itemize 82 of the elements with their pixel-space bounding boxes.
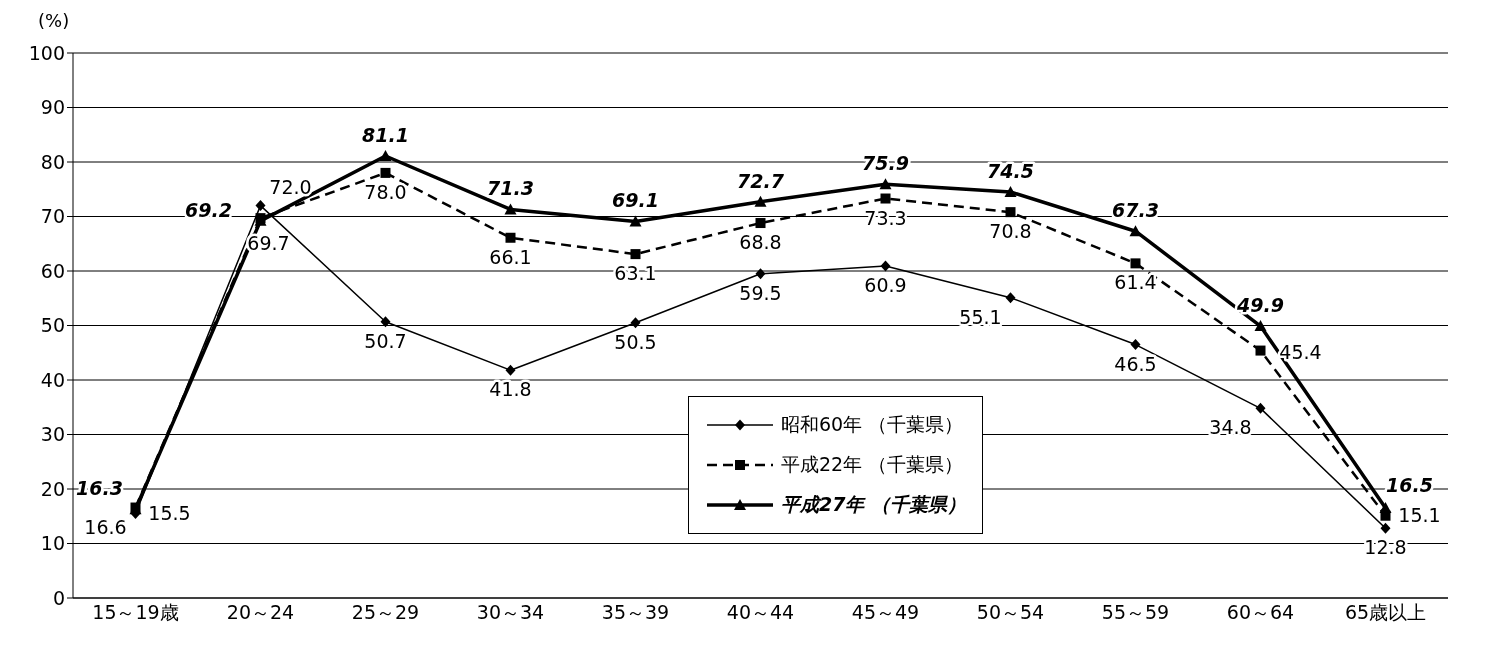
y-tick-label: 40 <box>40 368 65 391</box>
x-tick-label: 40～44 <box>726 601 795 624</box>
x-tick-label: 65歳以上 <box>1344 601 1427 624</box>
point <box>880 260 891 272</box>
point <box>755 268 766 280</box>
y-tick-label: 20 <box>40 477 65 500</box>
data-label: 71.3 <box>487 177 534 200</box>
x-tick-label: 15～19歳 <box>92 601 179 624</box>
data-label: 46.5 <box>1114 352 1157 375</box>
x-tick-label: 20～24 <box>226 601 295 624</box>
point <box>629 215 642 227</box>
data-label: 45.4 <box>1279 340 1322 363</box>
y-tick-label: 0 <box>52 586 65 609</box>
point <box>1254 320 1267 332</box>
x-tick-label: 55～59 <box>1101 601 1170 624</box>
y-tick-label: 70 <box>40 205 65 228</box>
data-label: 49.9 <box>1236 294 1284 317</box>
data-label: 69.1 <box>612 189 659 212</box>
x-tick-label: 30～34 <box>476 601 545 624</box>
point <box>255 200 266 212</box>
x-tick-label: 60～64 <box>1226 601 1295 624</box>
point <box>754 195 767 207</box>
data-label: 74.5 <box>987 159 1034 182</box>
data-label: 70.8 <box>989 220 1032 243</box>
legend-label: 平成27年 （千葉県） <box>781 492 967 517</box>
data-label: 63.1 <box>614 262 657 285</box>
point <box>1130 258 1141 269</box>
data-label: 16.6 <box>84 515 127 538</box>
point <box>379 150 392 162</box>
point <box>1255 402 1266 414</box>
data-label: 61.4 <box>1114 271 1157 294</box>
x-tick-label: 25～29 <box>351 601 420 624</box>
data-label: 69.2 <box>185 198 232 221</box>
data-label: 60.9 <box>864 274 907 297</box>
data-label: 41.8 <box>489 378 532 401</box>
point <box>879 178 892 190</box>
point <box>380 316 391 328</box>
y-tick-label: 10 <box>40 532 65 555</box>
y-tick-label: 80 <box>40 150 65 173</box>
data-label: 16.3 <box>76 477 123 500</box>
y-axis-title: (%) <box>38 10 70 31</box>
data-label: 34.8 <box>1209 416 1252 439</box>
point <box>380 167 391 178</box>
point <box>504 203 517 215</box>
point <box>1004 185 1017 197</box>
data-label: 68.8 <box>739 231 782 254</box>
data-label: 66.1 <box>489 245 532 268</box>
point <box>1255 345 1266 356</box>
data-label: 59.5 <box>739 281 782 304</box>
point <box>880 193 891 204</box>
data-label: 72.7 <box>737 169 785 192</box>
data-label: 50.5 <box>614 330 657 353</box>
legend-label: 平成22年 （千葉県） <box>781 452 964 477</box>
point <box>1130 339 1141 351</box>
y-tick-label: 30 <box>40 423 65 446</box>
data-label: 16.5 <box>1386 474 1433 497</box>
point <box>630 249 641 260</box>
point <box>505 364 516 376</box>
data-label: 67.3 <box>1112 199 1159 222</box>
y-tick-label: 60 <box>40 259 65 282</box>
y-tick-label: 100 <box>28 41 65 64</box>
data-label: 50.7 <box>364 329 407 352</box>
data-label: 78.0 <box>364 180 407 203</box>
data-label: 15.5 <box>148 501 191 524</box>
point <box>1005 292 1016 304</box>
point <box>1005 207 1016 218</box>
point <box>1380 522 1391 534</box>
data-label: 15.1 <box>1398 503 1441 526</box>
point <box>505 232 516 243</box>
y-tick-label: 50 <box>40 314 65 337</box>
x-tick-label: 35～39 <box>601 601 670 624</box>
point <box>630 317 641 329</box>
data-label: 55.1 <box>959 305 1002 328</box>
y-tick-label: 90 <box>40 96 65 119</box>
data-label: 72.0 <box>269 175 312 198</box>
data-label: 75.9 <box>862 152 909 175</box>
legend-label: 昭和60年 （千葉県） <box>781 412 964 437</box>
point <box>755 218 766 229</box>
x-tick-label: 50～54 <box>976 601 1045 624</box>
data-label: 81.1 <box>362 124 409 147</box>
point <box>1379 502 1392 514</box>
x-tick-label: 45～49 <box>851 601 920 624</box>
